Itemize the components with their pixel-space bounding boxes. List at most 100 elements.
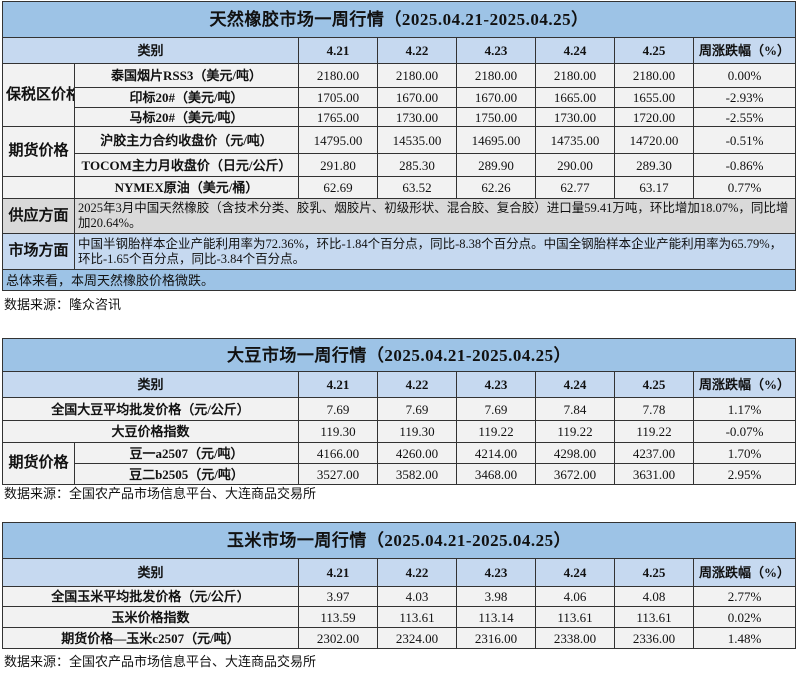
value-cell: 62.69 [298,176,378,199]
table-row: TOCOM主力月收盘价（日元/公斤） 291.80 285.30 289.90 290.… [3,153,797,177]
value-cell: 2302.00 [298,627,378,649]
item-label: TOCOM主力月收盘价（日元/公斤） [74,153,299,177]
note-text: 中国半钢胎样本企业产能利用率为72.36%，环比-1.84个百分点，同比-8.3… [73,233,797,270]
item-label: 玉米价格指数 [2,606,299,628]
item-label: 豆一a2507（元/吨） [74,442,299,464]
note-label: 市场方面 [2,233,75,270]
change-cell: 0.77% [692,176,797,199]
value-cell: 2180.00 [614,63,694,88]
value-cell: 4298.00 [535,442,615,464]
value-cell: 289.30 [614,153,694,177]
header-category: 类别 [2,37,299,64]
summary-text: 总体来看，本周天然橡胶价格微跌。 [1,269,797,291]
header-date: 4.21 [298,371,378,398]
header-date: 4.21 [298,558,378,587]
value-cell: 63.52 [377,176,457,199]
change-cell: 0.00% [692,63,797,88]
value-cell: 113.14 [456,606,536,628]
value-cell: 4214.00 [456,442,536,464]
value-cell: 14535.00 [377,126,457,154]
header-date: 4.24 [535,37,615,64]
value-cell: 14795.00 [298,126,378,154]
item-label: 泰国烟片RSS3（美元/吨） [74,63,299,88]
item-label: 期货价格—玉米c2507（元/吨） [2,627,299,649]
value-cell: 113.61 [535,606,615,628]
group-label: 保税区价格 [2,63,75,127]
value-cell: 7.69 [456,397,536,421]
market-table: 玉米市场一周行情（2025.04.21-2025.04.25） 类别 4.21 4.2… [1,522,797,649]
item-label: 全国玉米平均批发价格（元/公斤） [2,586,299,607]
value-cell: 63.17 [614,176,694,199]
value-cell: 289.90 [456,153,536,177]
header-change: 周涨跌幅（%） [692,37,797,64]
table-row: 期货价格—玉米c2507（元/吨） 2302.00 2324.00 2316.00 23… [2,627,797,649]
value-cell: 1730.00 [535,107,615,127]
value-cell: 7.84 [535,397,615,421]
value-cell: 3582.00 [377,463,457,485]
value-cell: 1670.00 [377,87,457,108]
value-cell: 1750.00 [456,107,536,127]
value-cell: 285.30 [377,153,457,177]
value-cell: 119.30 [377,420,457,443]
change-cell: -0.51% [692,126,797,154]
table-title: 大豆市场一周行情（2025.04.21-2025.04.25） [1,338,797,372]
value-cell: 2316.00 [456,627,536,649]
value-cell: 4.08 [614,586,694,607]
value-cell: 7.78 [614,397,694,421]
market-table: 天然橡胶市场一周行情（2025.04.21-2025.04.25） 类别 4.21 4… [1,1,797,291]
header-date: 4.23 [456,37,536,64]
value-cell: 2336.00 [614,627,694,649]
value-cell: 7.69 [377,397,457,421]
group-label: 期货价格 [2,126,75,177]
change-cell: -2.55% [692,107,797,127]
data-source: 数据来源：全国农产品市场信息平台、大连商品交易所 [4,486,317,501]
value-cell: 3468.00 [456,463,536,485]
table-row: 期货价格 豆一a2507（元/吨） 4166.00 4260.00 4214.00 429… [2,442,797,485]
table-row: 保税区价格 泰国烟片RSS3（美元/吨） 2180.00 2180.00 2180.00… [2,63,797,127]
table-row: 大豆价格指数 119.30 119.30 119.22 119.22 119.22 -0.0… [2,420,797,443]
header-date: 4.24 [535,558,615,587]
item-label: 豆二b2505（元/吨） [74,463,299,485]
value-cell: 119.22 [614,420,694,443]
supply-row: 供应方面 2025年3月中国天然橡胶（含技术分类、胶乳、烟胶片、初级形状、混合胶、… [2,198,797,234]
value-cell: 1655.00 [614,87,694,108]
value-cell: 119.22 [456,420,536,443]
table-row: 期货价格 沪胶主力合约收盘价（元/吨） 14795.00 14535.00 14695.… [2,126,797,177]
header-row: 类别 4.21 4.22 4.23 4.24 4.25 周涨跌幅（%） [2,371,797,398]
table-row: 全国玉米平均批发价格（元/公斤） 3.97 4.03 3.98 4.06 4.08 2.77… [2,586,797,607]
table-row: 全国大豆平均批发价格（元/公斤） 7.69 7.69 7.69 7.84 7.78 1.17… [2,397,797,421]
change-cell: -2.93% [692,87,797,108]
header-date: 4.24 [535,371,615,398]
value-cell: 1730.00 [377,107,457,127]
market-table: 大豆市场一周行情（2025.04.21-2025.04.25） 类别 4.21 4.2… [1,338,797,485]
note-label: 供应方面 [2,198,75,234]
value-cell: 119.22 [535,420,615,443]
change-cell: 2.77% [692,586,797,607]
value-cell: 2180.00 [456,63,536,88]
change-cell: 1.70% [692,442,797,464]
value-cell: 4.06 [535,586,615,607]
value-cell: 1720.00 [614,107,694,127]
data-source: 数据来源：隆众咨讯 [4,297,122,312]
item-label: 印标20#（美元/吨） [74,87,299,108]
value-cell: 1765.00 [298,107,378,127]
note-text: 2025年3月中国天然橡胶（含技术分类、胶乳、烟胶片、初级形状、混合胶、复合胶）… [73,198,797,234]
value-cell: 2338.00 [535,627,615,649]
change-cell: 0.02% [692,606,797,628]
header-date: 4.23 [456,371,536,398]
table-title: 玉米市场一周行情（2025.04.21-2025.04.25） [1,522,797,559]
group-label [2,176,75,199]
table-row: 豆二b2505（元/吨） 3527.00 3582.00 3468.00 3672.00… [3,463,797,485]
header-date: 4.21 [298,37,378,64]
value-cell: 4.03 [377,586,457,607]
table-row: 印标20#（美元/吨） 1705.00 1670.00 1670.00 1665.00 1… [3,87,797,108]
header-date: 4.22 [377,37,457,64]
header-date: 4.25 [614,371,694,398]
value-cell: 2180.00 [535,63,615,88]
header-date: 4.25 [614,37,694,64]
value-cell: 3631.00 [614,463,694,485]
value-cell: 14735.00 [535,126,615,154]
value-cell: 14720.00 [614,126,694,154]
value-cell: 4166.00 [298,442,378,464]
change-cell: -0.86% [692,153,797,177]
